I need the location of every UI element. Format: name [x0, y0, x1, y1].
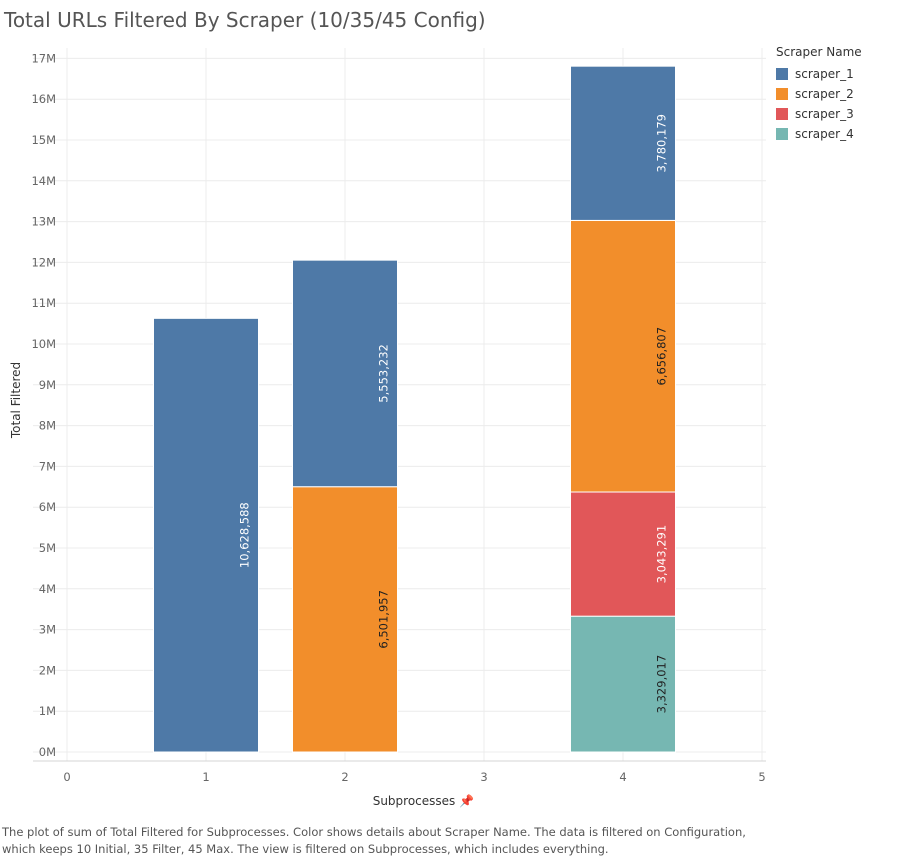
- y-tick-label: 0M: [39, 745, 56, 759]
- y-tick-label: 3M: [39, 623, 56, 637]
- bar-segment-scraper_1[interactable]: [292, 259, 398, 488]
- y-tick-label: 7M: [39, 459, 56, 473]
- legend-label: scraper_3: [795, 107, 854, 121]
- legend-swatch: [776, 128, 788, 140]
- y-tick-label: 8M: [39, 419, 56, 433]
- y-tick-label: 15M: [31, 133, 56, 147]
- x-tick-label: 0: [63, 770, 70, 784]
- data-label: 3,780,179: [655, 114, 669, 173]
- y-tick-label: 13M: [31, 215, 56, 229]
- legend-item-scraper_2[interactable]: scraper_2: [776, 84, 862, 104]
- y-tick-label: 9M: [39, 378, 56, 392]
- legend-swatch: [776, 68, 788, 80]
- y-axis-label: Total Filtered: [9, 362, 23, 439]
- legend-item-scraper_1[interactable]: scraper_1: [776, 64, 862, 84]
- x-tick-labels: 0 1 2 3 4 5: [63, 770, 765, 784]
- y-tick-label: 14M: [31, 174, 56, 188]
- legend-label: scraper_1: [795, 67, 854, 81]
- bar-segment-scraper_1[interactable]: [570, 65, 676, 221]
- chart-title: Total URLs Filtered By Scraper (10/35/45…: [4, 8, 486, 32]
- y-tick-label: 16M: [31, 92, 56, 106]
- y-tick-label: 6M: [39, 500, 56, 514]
- legend-swatch: [776, 108, 788, 120]
- legend-label: scraper_2: [795, 87, 854, 101]
- legend-item-scraper_4[interactable]: scraper_4: [776, 124, 862, 144]
- data-label: 5,553,232: [377, 344, 391, 403]
- legend-label: scraper_4: [795, 127, 854, 141]
- x-tick-label: 1: [202, 770, 209, 784]
- data-label: 3,329,017: [655, 655, 669, 714]
- x-axis-title: Subprocesses 📌: [373, 793, 474, 808]
- bar-segment-scraper_3[interactable]: [570, 491, 676, 617]
- x-tick-label: 2: [341, 770, 348, 784]
- chart-caption: The plot of sum of Total Filtered for Su…: [2, 825, 746, 856]
- pin-icon[interactable]: 📌: [459, 793, 474, 808]
- x-axis-label: Subprocesses: [373, 794, 456, 808]
- y-tick-label: 10M: [31, 337, 56, 351]
- data-label: 10,628,588: [238, 502, 252, 568]
- legend: Scraper Name scraper_1 scraper_2 scraper_3…: [776, 45, 862, 144]
- x-tick-label: 4: [619, 770, 626, 784]
- x-tick-label: 3: [480, 770, 487, 784]
- legend-title: Scraper Name: [776, 45, 862, 59]
- legend-swatch: [776, 88, 788, 100]
- data-label: 6,656,807: [655, 327, 669, 386]
- bar-segment-scraper_1[interactable]: [153, 317, 259, 753]
- y-tick-label: 4M: [39, 582, 56, 596]
- bar-segment-scraper_4[interactable]: [570, 615, 676, 753]
- y-tick-label: 12M: [31, 255, 56, 269]
- bar-segment-scraper_2[interactable]: [570, 219, 676, 493]
- y-tick-label: 2M: [39, 663, 56, 677]
- y-tick-label: 17M: [31, 51, 56, 65]
- x-tick-label: 5: [758, 770, 765, 784]
- data-label: 6,501,957: [377, 590, 391, 649]
- y-tick-label: 11M: [31, 296, 56, 310]
- bars[interactable]: 10,628,588 6,501,957 5,553,232 3,329,017 3,0…: [153, 65, 676, 753]
- y-tick-label: 1M: [39, 704, 56, 718]
- legend-item-scraper_3[interactable]: scraper_3: [776, 104, 862, 124]
- data-label: 3,043,291: [655, 525, 669, 584]
- y-tick-labels: 0M 1M 2M 3M 4M 5M 6M 7M 8M 9M 10M 11M 12M 13M 14M 15M 16…: [31, 51, 56, 759]
- y-tick-label: 5M: [39, 541, 56, 555]
